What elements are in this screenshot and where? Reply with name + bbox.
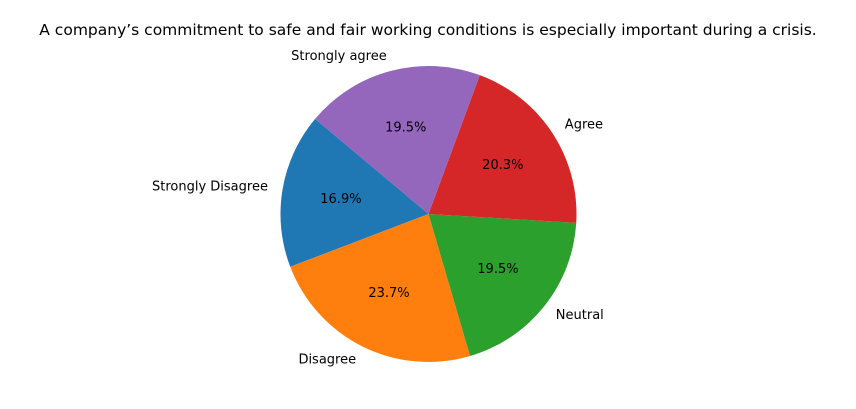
slice-label-strongly-agree: Strongly agree bbox=[291, 49, 387, 64]
pie-slice-disagree bbox=[290, 214, 471, 363]
chart-title: A company’s commitment to safe and fair … bbox=[39, 21, 816, 39]
slice-label-disagree: Disagree bbox=[298, 352, 356, 367]
pie-slice-strongly-agree bbox=[315, 66, 480, 214]
slice-percent-strongly-disagree: 16.9% bbox=[320, 192, 361, 207]
slice-percent-neutral: 19.5% bbox=[477, 262, 518, 277]
slice-label-agree: Agree bbox=[565, 117, 603, 132]
slice-percent-agree: 20.3% bbox=[482, 158, 523, 173]
pie-slice-agree bbox=[428, 75, 577, 223]
slice-percent-strongly-agree: 19.5% bbox=[385, 121, 426, 136]
slice-label-strongly-disagree: Strongly Disagree bbox=[152, 179, 268, 194]
pie-labels: Strongly Disagree 16.9% Disagree 23.7% Neutr… bbox=[152, 49, 604, 367]
pie-slices bbox=[280, 66, 577, 363]
slice-percent-disagree: 23.7% bbox=[368, 286, 409, 301]
slice-label-neutral: Neutral bbox=[556, 308, 604, 323]
pie-slice-neutral bbox=[428, 214, 577, 357]
pie-slice-strongly-disagree bbox=[280, 118, 429, 267]
